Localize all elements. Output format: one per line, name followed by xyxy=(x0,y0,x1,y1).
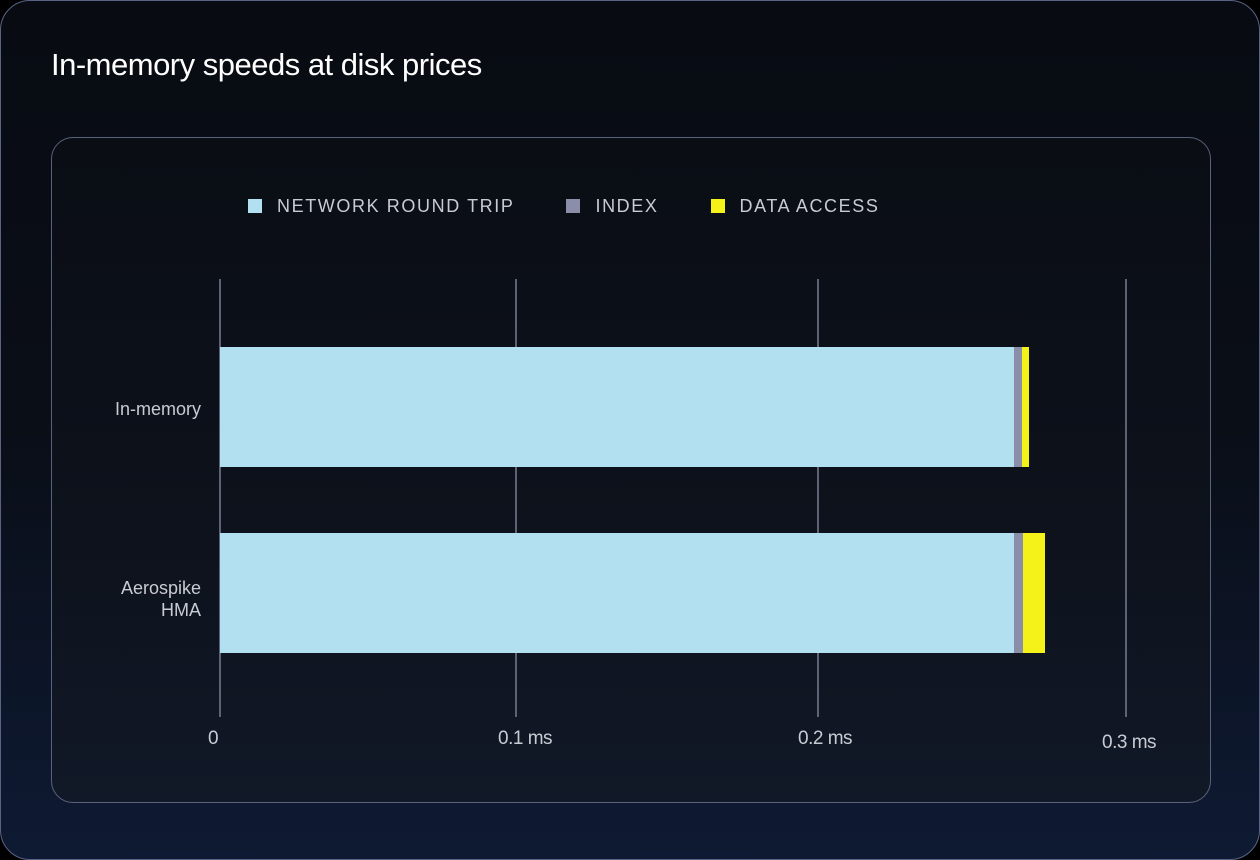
bar-in-memory xyxy=(220,347,1029,467)
index-swatch-icon xyxy=(566,199,581,213)
gridline-0.2 xyxy=(817,279,819,717)
tick-label-0: 0 xyxy=(208,728,219,749)
category-label-aerospike-hma: Aerospike HMA xyxy=(120,578,201,620)
segment-index xyxy=(1014,533,1023,653)
tick-label-0.3: 0.3 ms xyxy=(1102,732,1157,753)
chart-panel xyxy=(51,137,1211,803)
segment-network xyxy=(220,347,1014,467)
chart-title: In-memory speeds at disk prices xyxy=(51,47,482,82)
segment-network xyxy=(220,533,1014,653)
tick-label-0.1: 0.1 ms xyxy=(498,728,553,749)
segment-data-access xyxy=(1022,347,1029,467)
segment-index xyxy=(1014,347,1022,467)
network-swatch-icon xyxy=(248,199,262,213)
data-access-swatch-icon xyxy=(710,199,725,213)
segment-data-access xyxy=(1023,533,1045,653)
gridline-0.3 xyxy=(1125,279,1127,717)
category-label-in-memory: In-memory xyxy=(114,399,201,419)
gridline-0 xyxy=(219,279,221,717)
bar-aerospike-hma xyxy=(220,533,1045,653)
tick-label-0.2: 0.2 ms xyxy=(798,728,853,749)
legend-item-index: INDEX xyxy=(566,196,658,217)
legend-item-network: NETWORK ROUND TRIP xyxy=(248,196,514,217)
gridline-0.1 xyxy=(515,279,517,717)
legend-item-data-access: DATA ACCESS xyxy=(710,196,880,217)
legend: NETWORK ROUND TRIP INDEX DATA ACCESS xyxy=(248,195,931,217)
